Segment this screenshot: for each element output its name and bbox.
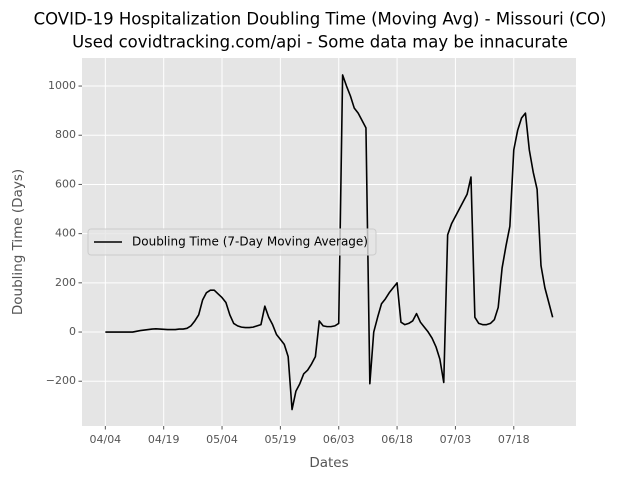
y-tick-label: 800 [55,128,76,141]
x-tick-label: 06/18 [381,433,413,446]
y-axis-label: Doubling Time (Days) [10,169,26,315]
chart-title: COVID-19 Hospitalization Doubling Time (… [34,10,607,29]
x-tick-label: 04/04 [89,433,121,446]
y-tick-label: −200 [46,374,76,387]
y-tick-label: 1000 [48,79,76,92]
y-tick-label: 600 [55,177,76,190]
x-tick-label: 05/19 [265,433,297,446]
x-tick-label: 07/03 [440,433,472,446]
x-tick-label: 04/19 [148,433,180,446]
y-tick-label: 200 [55,276,76,289]
legend-label: Doubling Time (7-Day Moving Average) [132,235,368,249]
x-axis-label: Dates [309,455,348,471]
y-tick-label: 0 [69,325,76,338]
legend-box [87,228,377,256]
chart-subtitle: Used covidtracking.com/api - Some data m… [72,33,568,52]
data-line [105,74,554,411]
x-tick-label: 07/18 [498,433,530,446]
x-tick-label: 06/03 [323,433,355,446]
x-tick-label: 05/04 [206,433,238,446]
y-tick-label: 400 [55,227,76,240]
